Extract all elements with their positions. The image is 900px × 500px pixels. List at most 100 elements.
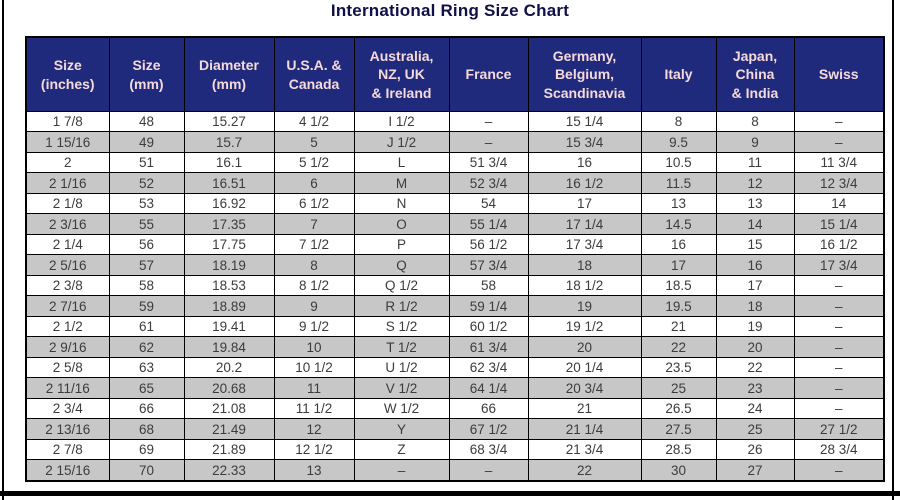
table-cell: 21 1/4 <box>527 418 642 440</box>
table-row: 2 1/8 53 16.92 6 1/2 N 54 17 13 13 14 <box>25 192 885 215</box>
table-cell: S 1/2 <box>353 315 450 338</box>
column-header: Swiss <box>793 36 885 112</box>
table-cell: V 1/2 <box>353 377 450 399</box>
table-cell: 2 11/16 <box>25 377 110 399</box>
table-cell: 16 <box>715 254 795 276</box>
column-header: Germany, Belgium, Scandinavia <box>527 36 642 112</box>
table-cell: 53 <box>108 192 185 215</box>
table-cell: 67 1/2 <box>448 418 529 440</box>
table-cell: N <box>353 192 450 215</box>
table-cell: 12 <box>273 418 355 440</box>
table-row: 2 11/16 65 20.68 11 V 1/2 64 1/4 20 3/4 25 23– <box>25 377 885 399</box>
table-cell: 70 <box>108 459 185 482</box>
table-cell: 8 1/2 <box>273 274 355 297</box>
table-cell: 55 <box>108 213 185 235</box>
table-cell: 2 1/4 <box>25 233 110 256</box>
table-cell: 30 <box>640 459 717 482</box>
table-cell: 60 1/2 <box>448 315 529 338</box>
table-cell: 11 <box>715 151 795 174</box>
table-cell: 21.08 <box>183 397 275 420</box>
table-cell: 21 3/4 <box>527 438 642 461</box>
table-cell: 2 3/8 <box>25 274 110 297</box>
table-cell: 9 <box>715 131 795 153</box>
table-cell: 9 1/2 <box>273 315 355 338</box>
table-row: 2 51 16.1 5 1/2 L 51 3/4 16 10.5 11 11 3/4 <box>25 151 885 174</box>
table-cell: Q 1/2 <box>353 274 450 297</box>
column-header: U.S.A. & Canada <box>273 36 355 112</box>
table-cell: 55 1/4 <box>448 213 529 235</box>
table-cell: 2 1/2 <box>25 315 110 338</box>
column-header: Japan, China & India <box>715 36 795 112</box>
table-cell: O <box>353 213 450 235</box>
table-cell: 5 1/2 <box>273 151 355 174</box>
table-cell: 11 1/2 <box>273 397 355 420</box>
table-cell: 15 1/4 <box>527 110 642 133</box>
bottom-border-line <box>0 491 900 496</box>
table-cell: 19 <box>527 295 642 317</box>
column-header: France <box>448 36 529 112</box>
table-cell: 23 <box>715 377 795 399</box>
table-cell: 19 1/2 <box>527 315 642 338</box>
table-cell: 52 3/4 <box>448 172 529 194</box>
table-cell: 16.92 <box>183 192 275 215</box>
table-cell: 12 <box>715 172 795 194</box>
table-row: 2 9/16 62 19.84 10 T 1/2 61 3/4 20 22 20– <box>25 336 885 358</box>
table-cell: 17 3/4 <box>527 233 642 256</box>
table-cell: 18.53 <box>183 274 275 297</box>
table-cell: 11 3/4 <box>793 151 885 174</box>
table-cell: 17.35 <box>183 213 275 235</box>
table-cell: 6 1/2 <box>273 192 355 215</box>
table-row: 2 3/8 58 18.53 8 1/2 Q 1/2 58 18 1/2 18.5 17– <box>25 274 885 297</box>
table-row: 1 7/8 48 15.27 4 1/2 I 1/2–15 1/4 8 8– <box>25 110 885 133</box>
table-cell: 19 <box>715 315 795 338</box>
table-cell: 19.41 <box>183 315 275 338</box>
table-cell: 51 <box>108 151 185 174</box>
table-cell: 19.84 <box>183 336 275 358</box>
table-cell: 27 1/2 <box>793 418 885 440</box>
table-cell: 1 15/16 <box>25 131 110 153</box>
table-cell: 16.1 <box>183 151 275 174</box>
table-cell: 54 <box>448 192 529 215</box>
table-cell: 17.75 <box>183 233 275 256</box>
table-cell: 2 3/16 <box>25 213 110 235</box>
table-cell: 26.5 <box>640 397 717 420</box>
table-cell: 20.68 <box>183 377 275 399</box>
table-cell: 15 <box>715 233 795 256</box>
table-row: 2 13/16 68 21.49 12 Y 67 1/2 21 1/4 27.5 25 27 1/… <box>25 418 885 440</box>
table-cell: 57 3/4 <box>448 254 529 276</box>
table-cell: 11.5 <box>640 172 717 194</box>
table-cell: 62 3/4 <box>448 356 529 379</box>
table-cell: – <box>793 131 885 153</box>
table-cell: L <box>353 151 450 174</box>
table-cell: 13 <box>715 192 795 215</box>
table-row: 2 1/2 61 19.41 9 1/2 S 1/2 60 1/2 19 1/2 21 19– <box>25 315 885 338</box>
table-cell: 14 <box>793 192 885 215</box>
left-border-line <box>2 0 4 500</box>
column-header: Size (mm) <box>108 36 185 112</box>
table-cell: 18 1/2 <box>527 274 642 297</box>
table-cell: 65 <box>108 377 185 399</box>
table-cell: 15 3/4 <box>527 131 642 153</box>
table-cell: 16.51 <box>183 172 275 194</box>
table-cell: – <box>448 459 529 482</box>
table-cell: 16 <box>527 151 642 174</box>
table-cell: 57 <box>108 254 185 276</box>
table-cell: – <box>793 356 885 379</box>
table-cell: 27.5 <box>640 418 717 440</box>
table-cell: 17 3/4 <box>793 254 885 276</box>
table-cell: 61 <box>108 315 185 338</box>
table-cell: 22.33 <box>183 459 275 482</box>
table-cell: – <box>793 315 885 338</box>
table-cell: – <box>793 377 885 399</box>
table-cell: 9.5 <box>640 131 717 153</box>
table-cell: Z <box>353 438 450 461</box>
table-cell: 12 1/2 <box>273 438 355 461</box>
table-row: 2 5/8 63 20.2 10 1/2 U 1/2 62 3/4 20 1/4 23.5 22… <box>25 356 885 379</box>
page-title: International Ring Size Chart <box>330 1 570 20</box>
table-cell: 22 <box>640 336 717 358</box>
table-cell: 7 <box>273 213 355 235</box>
table-cell: 22 <box>527 459 642 482</box>
table-cell: – <box>793 295 885 317</box>
table-cell: – <box>448 131 529 153</box>
table-cell: 4 1/2 <box>273 110 355 133</box>
